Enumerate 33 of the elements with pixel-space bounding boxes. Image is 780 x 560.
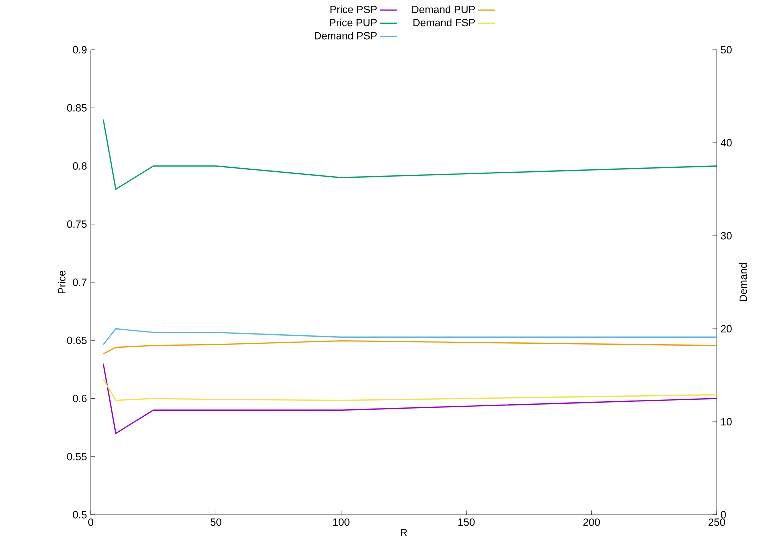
x-tick-label: 50 bbox=[210, 518, 222, 526]
y-tick-label: 0.9 bbox=[73, 46, 87, 54]
y2-tick-label: 10 bbox=[721, 418, 732, 426]
legend-label: Demand PUP bbox=[412, 6, 476, 14]
x-tick-label: 150 bbox=[458, 518, 475, 526]
y2-axis-title: Demand bbox=[740, 263, 748, 302]
legend-label: Price PUP bbox=[330, 18, 377, 27]
y2-tick-label: 30 bbox=[721, 232, 732, 240]
y2-tick-label: 40 bbox=[720, 139, 732, 147]
y2-tick-label: 0 bbox=[721, 511, 726, 519]
y-tick-label: 0.7 bbox=[73, 278, 87, 286]
y-tick-label: 0.8 bbox=[73, 162, 87, 170]
x-tick-label: 250 bbox=[708, 518, 726, 526]
y-tick-label: 0.55 bbox=[67, 453, 87, 461]
y-tick-label: 0.65 bbox=[67, 336, 87, 344]
line-series bbox=[102, 119, 718, 190]
y2-tick-label: 50 bbox=[721, 46, 732, 54]
line-series bbox=[102, 378, 718, 402]
legend-label: Price PSP bbox=[330, 6, 377, 14]
x-tick-label: 200 bbox=[584, 518, 600, 526]
y-axis-title: Price bbox=[58, 271, 66, 294]
y-tick-label: 0.85 bbox=[67, 104, 87, 112]
y-tick-label: 0.75 bbox=[67, 220, 87, 228]
line-series bbox=[102, 340, 718, 355]
y-tick-label: 0.6 bbox=[73, 395, 87, 402]
legend-label: Demand PSP bbox=[315, 32, 377, 40]
x-axis-title: R bbox=[401, 529, 408, 536]
legend-label: Demand FSP bbox=[414, 18, 476, 27]
y-tick-label: 0.5 bbox=[73, 511, 87, 519]
x-tick-label: 0 bbox=[88, 518, 94, 526]
line-series bbox=[102, 328, 718, 346]
x-tick-label: 100 bbox=[333, 518, 350, 526]
y2-tick-label: 20 bbox=[721, 325, 732, 333]
